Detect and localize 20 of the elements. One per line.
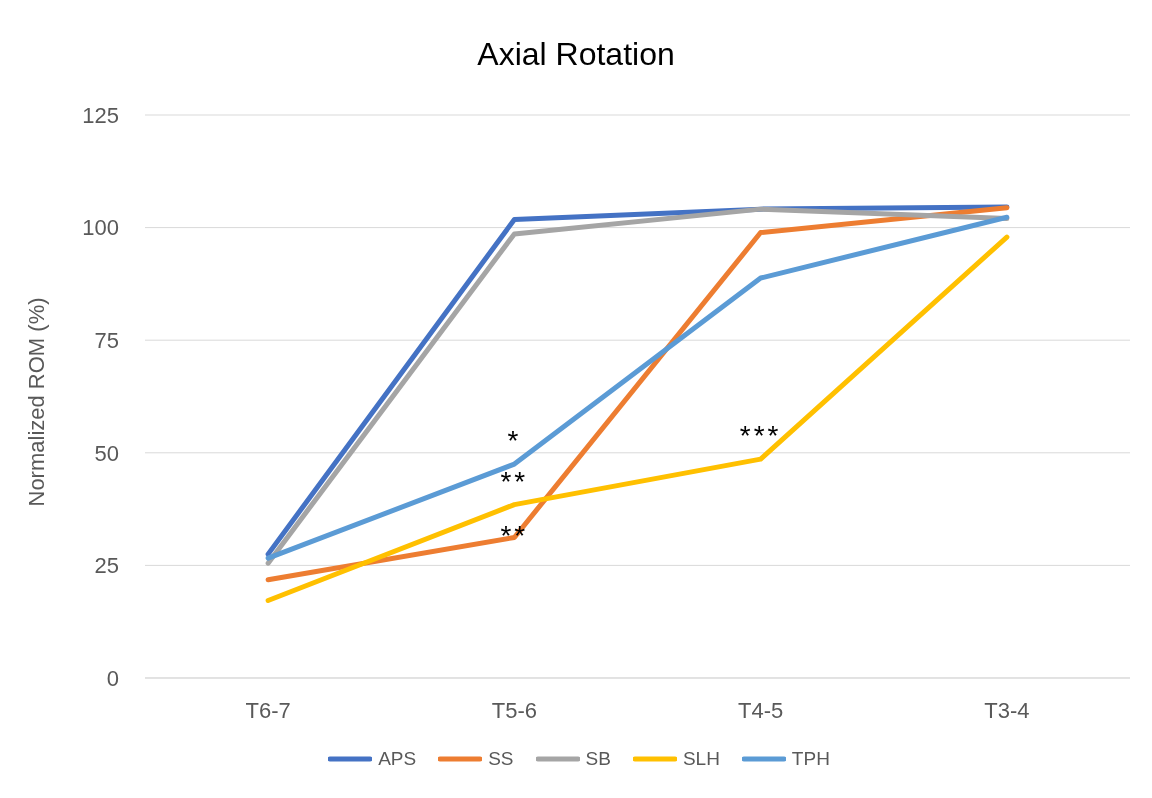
x-tick-label: T5-6 xyxy=(491,697,537,723)
annotation: * xyxy=(507,425,522,457)
x-tick-label: T6-7 xyxy=(245,697,291,723)
x-tick-label: T3-4 xyxy=(984,697,1030,723)
legend-label: APS xyxy=(378,748,417,770)
y-axis-title: Normalized ROM (%) xyxy=(23,297,49,507)
y-tick-label: 25 xyxy=(94,553,119,579)
chart-title: Axial Rotation xyxy=(476,36,676,73)
y-tick-label: 0 xyxy=(106,665,119,691)
y-tick-label: 125 xyxy=(82,102,119,128)
y-tick-label: 100 xyxy=(82,215,119,241)
x-tick-label: T4-5 xyxy=(738,697,784,723)
legend-label: TPH xyxy=(791,748,830,770)
y-tick-label: 50 xyxy=(94,440,119,466)
legend-label: SLH xyxy=(682,748,720,770)
annotation: *** xyxy=(739,420,782,452)
annotation: ** xyxy=(500,465,529,497)
legend-label: SS xyxy=(488,748,514,770)
y-tick-label: 75 xyxy=(94,328,119,354)
legend-label: SB xyxy=(585,748,611,770)
